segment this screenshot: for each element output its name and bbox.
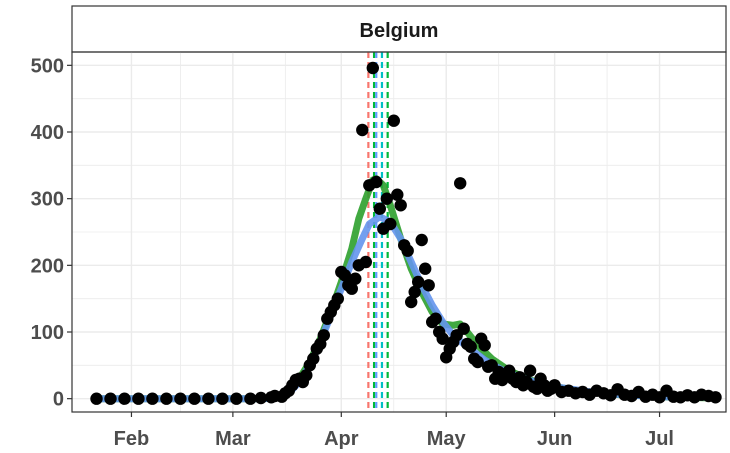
data-point — [146, 392, 159, 405]
data-point — [254, 391, 268, 405]
x-tick-label: May — [427, 428, 467, 450]
data-point — [454, 177, 467, 190]
data-point — [359, 255, 372, 269]
panel-border — [71, 51, 727, 413]
data-points — [90, 61, 722, 405]
strip-background — [71, 5, 727, 53]
data-point — [384, 217, 397, 231]
data-point — [408, 285, 421, 299]
y-tick-label: 200 — [31, 255, 64, 277]
data-point — [401, 244, 414, 257]
data-point — [412, 275, 425, 289]
gridlines — [72, 52, 726, 412]
data-point — [331, 292, 344, 305]
data-point — [415, 233, 428, 247]
data-point — [419, 262, 432, 275]
y-tick-label: 100 — [31, 322, 64, 344]
data-point — [387, 114, 400, 127]
strip-label: Belgium — [360, 20, 439, 42]
data-point — [349, 272, 362, 285]
data-point — [230, 392, 243, 405]
x-tick-label: Jul — [645, 428, 674, 450]
data-point — [478, 339, 491, 352]
data-point — [90, 392, 103, 405]
data-point — [370, 175, 383, 189]
y-tick-label: 400 — [31, 122, 64, 144]
data-point — [523, 364, 537, 377]
data-point — [457, 322, 470, 335]
data-point — [373, 202, 386, 215]
y-axis: 0 100 200 300 400 500 — [31, 55, 72, 411]
data-point — [317, 329, 330, 342]
data-point — [345, 282, 358, 295]
data-point — [436, 332, 449, 345]
data-point — [307, 352, 320, 365]
y-tick-label: 300 — [31, 189, 64, 211]
data-point — [160, 392, 173, 405]
data-point — [188, 392, 201, 405]
data-point — [429, 312, 442, 325]
data-point — [366, 61, 379, 75]
x-tick-label: Jun — [537, 428, 573, 450]
data-point — [244, 392, 257, 405]
data-point — [356, 123, 369, 137]
data-point — [464, 340, 477, 353]
x-axis: Feb Mar Apr May Jun Jul — [114, 412, 674, 450]
data-point — [174, 392, 187, 405]
x-tick-label: Mar — [215, 428, 251, 450]
y-tick-label: 500 — [31, 55, 64, 77]
data-point — [104, 392, 117, 405]
data-point — [394, 199, 407, 212]
data-point — [471, 355, 484, 369]
data-point — [300, 369, 313, 382]
y-tick-label: 0 — [53, 389, 64, 411]
data-point — [709, 391, 722, 404]
data-point — [216, 392, 229, 405]
data-point — [338, 269, 351, 282]
data-point — [391, 188, 404, 201]
x-tick-label: Feb — [114, 428, 150, 450]
data-point — [132, 392, 145, 405]
data-point — [380, 192, 393, 205]
data-point — [202, 392, 215, 405]
x-tick-label: Apr — [324, 428, 359, 450]
data-point — [405, 295, 418, 309]
data-point — [422, 279, 435, 292]
data-point — [118, 392, 131, 405]
